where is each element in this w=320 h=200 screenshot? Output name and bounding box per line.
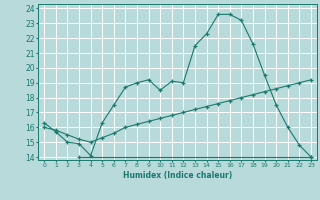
X-axis label: Humidex (Indice chaleur): Humidex (Indice chaleur)	[123, 171, 232, 180]
